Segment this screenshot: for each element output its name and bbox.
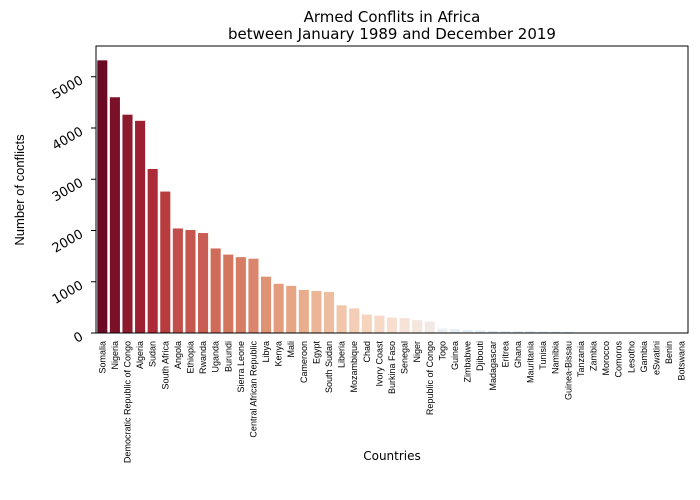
- x-tick-label: Angola: [173, 341, 183, 369]
- x-tick-label: Liberia: [337, 341, 347, 368]
- x-tick-label: Libya: [261, 341, 271, 363]
- y-axis-ticks: 0 1000 2000 3000 4000 5000: [50, 73, 96, 347]
- x-tick-label: Tanzania: [576, 341, 586, 377]
- x-axis-title: Countries: [363, 449, 421, 463]
- x-tick-label: Somalia: [97, 341, 107, 374]
- x-tick-label: Ethiopia: [185, 341, 195, 374]
- x-tick-label: Burundi: [223, 341, 233, 372]
- bar: [424, 321, 435, 333]
- x-tick-label: Lesotho: [626, 341, 636, 373]
- x-tick-label: Republic of Congo: [425, 341, 435, 415]
- x-tick-label: Zimbabwe: [463, 341, 473, 383]
- bar: [475, 330, 486, 333]
- bar: [122, 114, 133, 334]
- x-tick-label: Burkina Faso: [387, 341, 397, 394]
- bar: [462, 329, 473, 333]
- bar: [198, 233, 209, 333]
- x-tick-label: Algeria: [135, 341, 145, 369]
- x-tick-label: Nigeria: [110, 341, 120, 370]
- x-tick-label: Guinea: [450, 341, 460, 370]
- x-tick-label: Botswana: [677, 341, 687, 381]
- x-tick-label: Namibia: [551, 341, 561, 374]
- bar: [361, 314, 372, 333]
- bar: [487, 330, 498, 333]
- bar: [135, 120, 146, 333]
- x-tick-label: Mauritania: [526, 341, 536, 383]
- bar: [223, 254, 234, 333]
- chart-title-line-2: between January 1989 and December 2019: [228, 25, 556, 43]
- x-tick-label: Ivory Coast: [374, 341, 384, 387]
- x-tick-label: Zambia: [589, 341, 599, 371]
- bar: [160, 191, 171, 333]
- bar: [336, 305, 347, 333]
- y-tick-label: 2000: [50, 227, 86, 257]
- x-tick-label: Togo: [437, 341, 447, 361]
- bar: [286, 285, 297, 333]
- chart-title-line-1: Armed Conflits in Africa: [304, 8, 481, 26]
- x-tick-label: Kenya: [274, 341, 284, 367]
- bar: [386, 317, 398, 334]
- y-tick-label: 4000: [50, 124, 86, 154]
- bar: [248, 258, 259, 333]
- bar: [97, 60, 108, 333]
- bar: [449, 328, 461, 333]
- y-tick-label: 0: [71, 329, 86, 346]
- x-tick-label: Comoros: [614, 341, 624, 378]
- bar: [349, 308, 360, 333]
- x-tick-label: Gambia: [639, 341, 649, 373]
- bar: [261, 276, 272, 334]
- x-tick-label: Sierra Leone: [236, 341, 246, 393]
- x-tick-label: Tunisia: [538, 341, 548, 370]
- y-tick-label: 1000: [50, 278, 86, 308]
- x-tick-label: Rwanda: [198, 341, 208, 374]
- x-tick-label: Niger: [412, 341, 422, 363]
- x-axis-ticks: Somalia Nigeria Democratic Republic of Con…: [97, 341, 686, 464]
- bar: [437, 328, 448, 333]
- bar: [512, 331, 523, 333]
- bar: [399, 318, 410, 333]
- y-tick-label: 5000: [50, 73, 86, 103]
- bar: [235, 257, 246, 333]
- x-tick-label: South Africa: [160, 341, 170, 390]
- x-tick-label: Democratic Republic of Congo: [122, 341, 132, 463]
- bar: [147, 169, 158, 333]
- bar: [500, 331, 511, 333]
- x-tick-label: Senegal: [400, 341, 410, 374]
- plot-frame: [95, 45, 689, 334]
- bar: [538, 331, 549, 333]
- bar: [374, 315, 385, 333]
- x-tick-label: Eritrea: [500, 341, 510, 368]
- bar: [273, 283, 284, 333]
- x-tick-label: Central African Republic: [248, 341, 258, 438]
- x-tick-label: Guinea-Bissau: [563, 341, 573, 400]
- bar: [298, 289, 309, 333]
- bar: [550, 331, 561, 333]
- x-tick-label: South Sudan: [324, 341, 334, 393]
- bar: [412, 320, 423, 333]
- y-axis-title: Number of conflicts: [12, 134, 27, 246]
- x-tick-label: Egypt: [311, 341, 321, 365]
- x-tick-label: Morocco: [601, 341, 611, 376]
- x-tick-label: Chad: [362, 341, 372, 363]
- bar: [210, 248, 221, 333]
- x-tick-label: Mali: [286, 341, 296, 358]
- y-tick-label: 3000: [50, 176, 86, 206]
- bar: [172, 228, 183, 333]
- bars-group: [97, 60, 687, 334]
- bar: [109, 97, 120, 333]
- x-tick-label: Cameroon: [299, 341, 309, 383]
- x-tick-label: Uganda: [211, 341, 221, 373]
- x-tick-label: Mozambique: [349, 341, 359, 393]
- x-tick-label: Benin: [664, 341, 674, 364]
- bar: [323, 292, 335, 333]
- bar: [185, 229, 196, 333]
- x-tick-label: Sudan: [148, 341, 158, 367]
- x-tick-label: Djibouti: [475, 341, 485, 371]
- x-tick-label: eSwatini: [652, 341, 662, 375]
- x-tick-label: Madagascar: [488, 341, 498, 391]
- bar: [311, 290, 322, 333]
- bar: [525, 331, 536, 333]
- x-tick-label: Ghana: [513, 341, 523, 368]
